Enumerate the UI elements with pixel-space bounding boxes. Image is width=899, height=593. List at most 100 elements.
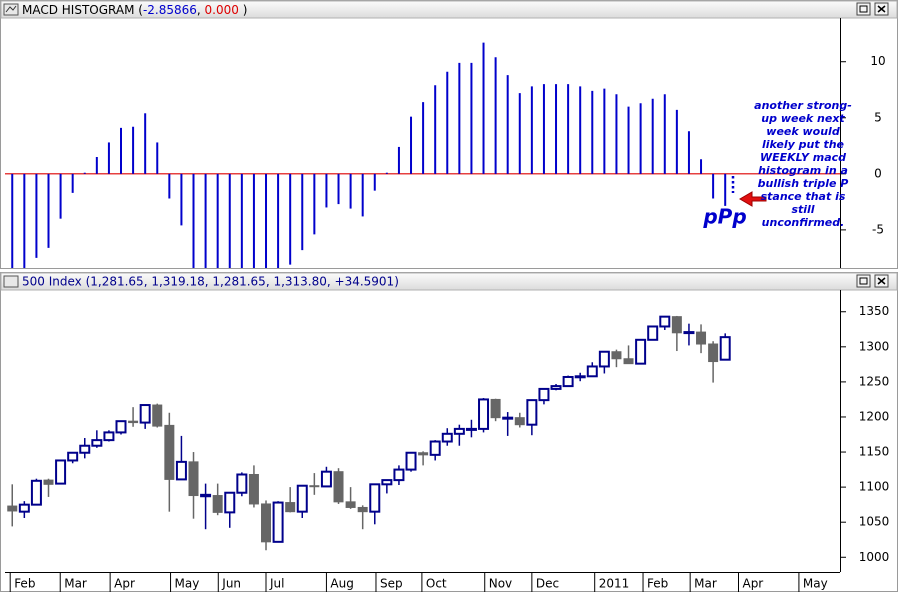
y-tick-label: 1050 (859, 515, 890, 529)
title-part: , (197, 3, 205, 17)
candle-body (357, 506, 368, 513)
candle-body (30, 479, 42, 506)
candle-body (381, 479, 393, 486)
candle-body (175, 460, 187, 481)
candle-body (671, 316, 682, 334)
x-tick-label: May (175, 577, 200, 591)
candle-body (55, 459, 67, 485)
y-tick-label: 1000 (859, 550, 890, 564)
y-tick-label: -5 (872, 222, 884, 236)
candle-body (164, 424, 175, 480)
candle-body (79, 444, 91, 454)
candle-body (683, 331, 695, 335)
candle-body (647, 325, 659, 341)
candle-body (296, 484, 308, 513)
x-tick-label: Feb (647, 577, 668, 591)
panel-title-bar (0, 272, 898, 291)
title-part: MACD HISTOGRAM ( (22, 3, 143, 17)
x-tick-label: Apr (114, 577, 135, 591)
maximize-glyph (859, 5, 868, 13)
x-tick-label: Oct (426, 577, 447, 591)
candle-body (285, 502, 296, 513)
candle-body (465, 427, 477, 431)
title-part: 0.000 (205, 3, 239, 17)
candle-body (320, 470, 332, 488)
candle-body (212, 495, 223, 513)
candle-body (152, 404, 163, 427)
candle-body (248, 473, 259, 505)
candle-body (7, 505, 18, 512)
y-tick-label: 1100 (859, 480, 890, 494)
annotation-line: another strong- (754, 99, 852, 112)
candle-body (224, 491, 236, 514)
candle-body (103, 431, 115, 442)
candle-body (333, 471, 344, 503)
candle-body (659, 315, 671, 328)
maximize-button[interactable] (856, 2, 871, 16)
x-tick-label: Sep (380, 577, 403, 591)
candle-body (453, 427, 465, 435)
candle-body (128, 420, 139, 424)
maximize-button[interactable] (856, 274, 871, 288)
candle-body (611, 351, 622, 360)
y-tick-label: 1250 (859, 374, 890, 388)
y-tick-label: 10 (870, 54, 885, 68)
y-tick-label: 1350 (859, 304, 890, 318)
candle-body (441, 432, 453, 443)
close-glyph (877, 5, 886, 13)
panel-icon (3, 275, 19, 288)
x-tick-label: May (803, 577, 828, 591)
candle-body (429, 440, 441, 456)
close-glyph (877, 277, 886, 285)
candle-body (261, 503, 272, 543)
x-tick-label: Dec (536, 577, 559, 591)
x-tick-label: Mar (694, 577, 717, 591)
ppp-label: pPp (702, 205, 746, 229)
panel-title-bar (0, 0, 898, 19)
candle-body (526, 399, 538, 426)
candle-body (550, 385, 562, 390)
y-tick-label: 1150 (859, 445, 890, 459)
candle-body (345, 501, 356, 508)
annotation-line: WEEKLY macd (760, 151, 846, 164)
candle-body (91, 439, 103, 447)
candle-body (393, 468, 405, 482)
candle-body (418, 452, 429, 456)
title-part: -2.85866 (143, 3, 197, 17)
annotation-line: stance that is (761, 190, 846, 203)
candle-body (236, 473, 248, 494)
candle-body (139, 404, 151, 424)
candle-body (490, 398, 501, 419)
candle-body (598, 350, 610, 368)
annotation-line: unconfirmed. (762, 216, 845, 229)
annotation-line: histogram in a (758, 164, 848, 177)
candle-body (18, 503, 30, 513)
candle-body (708, 343, 719, 363)
candles (7, 315, 731, 551)
candle-body (538, 387, 550, 402)
x-tick-label: Aug (330, 577, 353, 591)
candle-body (43, 479, 54, 485)
x-tick-label: 2011 (599, 577, 630, 591)
x-tick-label: Feb (14, 577, 35, 591)
panel-icon (3, 3, 19, 16)
candle-body (309, 485, 320, 488)
annotation-line: likely put the (762, 138, 845, 151)
candle-body (719, 336, 731, 361)
candle-body (574, 375, 586, 379)
title-part: ) (239, 3, 248, 17)
candle-body (200, 493, 212, 498)
candle-body (272, 501, 284, 543)
y-tick-label: 1300 (859, 339, 890, 353)
candle-body (67, 451, 79, 462)
candle-body (635, 338, 647, 365)
x-tick-label: Apr (742, 577, 763, 591)
maximize-glyph (859, 277, 868, 285)
candle-body (405, 451, 417, 471)
candle-body (586, 365, 598, 378)
y-tick-label: 0 (874, 166, 882, 180)
candle-body (696, 331, 707, 345)
candle-body (562, 375, 574, 388)
